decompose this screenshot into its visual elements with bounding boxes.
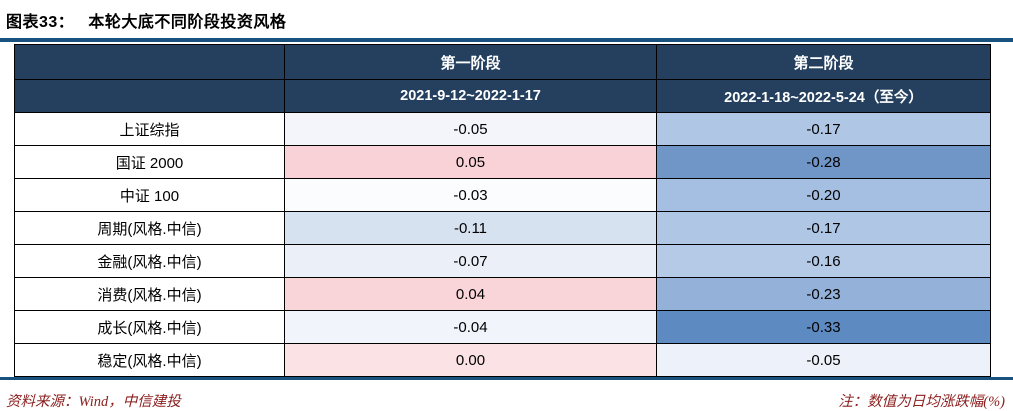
stage1-value: -0.11 (284, 211, 657, 245)
figure-title: 图表33： 本轮大底不同阶段投资风格 (0, 0, 1013, 32)
stage1-value: 0.00 (284, 343, 657, 377)
stage2-value: -0.23 (656, 277, 991, 311)
table-row: 稳定(风格.中信) 0.00 -0.05 (14, 343, 991, 377)
row-label: 金融(风格.中信) (14, 244, 285, 278)
stage1-value: -0.04 (284, 310, 657, 344)
stage2-value: -0.17 (656, 211, 991, 245)
corner-cell (14, 44, 285, 80)
stage1-header: 第一阶段 (284, 44, 657, 80)
stage1-value: 0.04 (284, 277, 657, 311)
bottom-rule (0, 377, 1013, 380)
table-row: 消费(风格.中信) 0.04 -0.23 (14, 277, 991, 311)
stage2-header: 第二阶段 (656, 44, 991, 80)
data-note: 注：数值为日均涨跌幅(%) (838, 394, 1005, 410)
investment-style-table: 第一阶段 第二阶段 2021-9-12~2022-1-17 2022-1-18~… (14, 44, 991, 377)
row-label: 周期(风格.中信) (14, 211, 285, 245)
figure-title-text: 本轮大底不同阶段投资风格 (88, 14, 287, 31)
stage1-value: 0.05 (284, 145, 657, 179)
row-label: 成长(风格.中信) (14, 310, 285, 344)
row-label: 上证综指 (14, 112, 285, 146)
header-row-stage: 第一阶段 第二阶段 (14, 44, 991, 80)
table-row: 金融(风格.中信) -0.07 -0.16 (14, 244, 991, 278)
table-row: 国证 2000 0.05 -0.28 (14, 145, 991, 179)
row-label: 稳定(风格.中信) (14, 343, 285, 377)
top-rule (0, 38, 1013, 42)
row-label: 国证 2000 (14, 145, 285, 179)
stage2-period: 2022-1-18~2022-5-24（至今） (656, 79, 991, 113)
table-row: 中证 100 -0.03 -0.20 (14, 178, 991, 212)
header-row-period: 2021-9-12~2022-1-17 2022-1-18~2022-5-24（… (14, 79, 991, 113)
figure-number: 图表33： (6, 14, 75, 31)
figure-footer: 资料来源：Wind，中信建投 注：数值为日均涨跌幅(%) (0, 380, 1013, 411)
stage1-value: -0.05 (284, 112, 657, 146)
stage2-value: -0.17 (656, 112, 991, 146)
table-row: 周期(风格.中信) -0.11 -0.17 (14, 211, 991, 245)
table-row: 成长(风格.中信) -0.04 -0.33 (14, 310, 991, 344)
row-label: 消费(风格.中信) (14, 277, 285, 311)
stage1-period: 2021-9-12~2022-1-17 (284, 79, 657, 113)
table-row: 上证综指 -0.05 -0.17 (14, 112, 991, 146)
stage1-value: -0.07 (284, 244, 657, 278)
stage2-value: -0.20 (656, 178, 991, 212)
stage1-value: -0.03 (284, 178, 657, 212)
stage2-value: -0.16 (656, 244, 991, 278)
corner-cell-2 (14, 79, 285, 113)
stage2-value: -0.05 (656, 343, 991, 377)
row-label: 中证 100 (14, 178, 285, 212)
stage2-value: -0.28 (656, 145, 991, 179)
source-note: 资料来源：Wind，中信建投 (6, 394, 181, 410)
stage2-value: -0.33 (656, 310, 991, 344)
